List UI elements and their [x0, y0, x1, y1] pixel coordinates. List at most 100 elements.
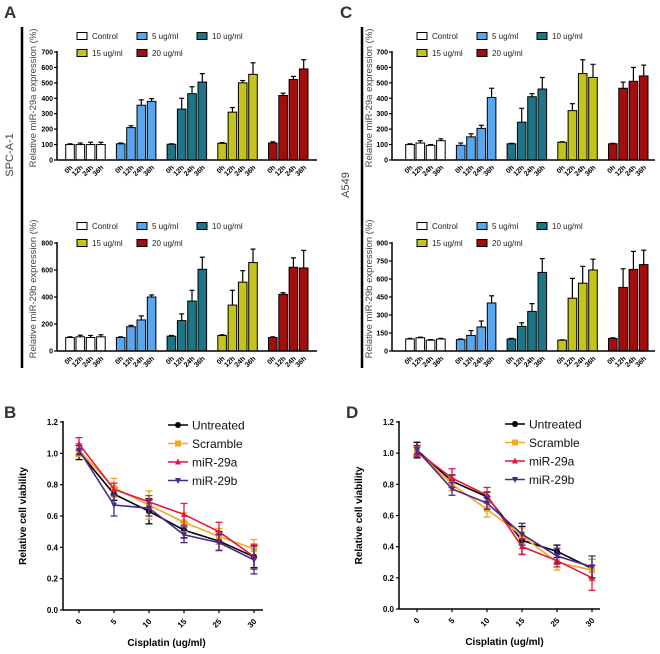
x-tick-label: 36h	[432, 355, 445, 368]
point-mir-29b-10	[146, 505, 152, 512]
x-tick-label: 0h	[216, 355, 227, 366]
x-tick-label: 0h	[114, 355, 125, 366]
bar-5-ug-ml-0h	[455, 339, 466, 352]
bar-20-ug-ml-36h	[638, 264, 649, 352]
bar-20-ug-ml-36h	[638, 75, 649, 161]
x-tick-label: 0h	[556, 355, 567, 366]
legend-label: 5 ug/ml	[152, 222, 178, 231]
panel-letter-c: C	[340, 3, 352, 22]
series-line-mir-29a	[78, 443, 255, 558]
bar-control-12h	[75, 144, 86, 161]
chart-panel-b-4: Relative cell viability Cisplatin (ug/ml)…	[18, 418, 263, 649]
bar-15-ug-ml-24h	[577, 73, 588, 161]
bar-10-ug-ml-36h	[537, 271, 548, 352]
x-tick-label: 0h	[606, 164, 617, 175]
cell-line-label-spc-a-1: SPC-A-1	[4, 133, 16, 176]
x-tick-label: 36h	[483, 355, 496, 368]
bar-5-ug-ml-12h	[126, 326, 136, 352]
legend-label: 5 ug/ml	[492, 32, 518, 41]
bar-10-ug-ml-12h	[176, 320, 187, 352]
point-mir-29b-25	[554, 553, 560, 560]
x-tick-label: 0h	[216, 164, 227, 175]
bar-10-ug-ml-24h	[527, 310, 537, 352]
bar-10-ug-ml-0h	[506, 143, 517, 161]
y-tick-label: 600	[376, 277, 388, 284]
legend-marker-untreated	[512, 421, 518, 427]
bar-control-12h	[415, 142, 426, 161]
legend-swatch	[476, 32, 488, 40]
y-tick-label: 700	[376, 50, 388, 57]
legend-label: miR-29a	[192, 456, 238, 470]
legend-swatch	[416, 32, 428, 40]
bar-15-ug-ml-0h	[217, 142, 227, 161]
y-tick-label: 0.6	[47, 512, 59, 521]
bar-5-ug-ml-36h	[146, 100, 157, 161]
point-mir-29b-5	[449, 486, 455, 493]
x-tick-label: 36h	[244, 355, 257, 368]
y-tick-label: 300	[376, 313, 388, 320]
x-tick-label: 15	[176, 617, 189, 630]
bar-10-ug-ml-24h	[187, 300, 197, 352]
legend-label: 20 ug/ml	[492, 49, 523, 58]
point-mir-29b-10	[484, 500, 490, 507]
x-tick-label: 36h	[244, 164, 257, 177]
y-axis-label: Relative miR-29a expression (%)	[364, 29, 375, 168]
x-tick-label: 36h	[533, 355, 546, 368]
cell-line-label-a549: A549	[340, 172, 352, 198]
y-tick-label: 400	[376, 96, 388, 103]
bar-control-36h	[96, 144, 106, 161]
point-mir-29b-0	[414, 447, 420, 454]
legend-swatch	[196, 32, 208, 40]
bar-5-ug-ml-24h	[136, 319, 147, 352]
bar-10-ug-ml-0h	[166, 143, 177, 161]
y-tick-label: 200	[41, 322, 53, 329]
bar-control-24h	[425, 144, 436, 161]
y-tick-label: 700	[41, 50, 53, 57]
legend-label: 5 ug/ml	[492, 222, 518, 231]
bar-20-ug-ml-24h	[628, 80, 639, 161]
bar-15-ug-ml-24h	[237, 281, 248, 352]
x-axis-label: Cisplatin (ug/ml)	[465, 637, 543, 648]
legend-label: 15 ug/ml	[432, 49, 463, 58]
series-line-scramble	[416, 451, 593, 571]
point-mir-29a-5	[449, 474, 455, 481]
point-mir-29a-5	[111, 485, 117, 492]
x-tick-label: 36h	[143, 164, 156, 177]
x-tick-label: 36h	[483, 164, 496, 177]
y-tick-label: 200	[41, 127, 53, 134]
y-tick-label: 1.0	[383, 449, 395, 458]
x-tick-label: 5	[447, 616, 457, 626]
bar-20-ug-ml-0h	[608, 337, 618, 352]
bar-15-ug-ml-0h	[557, 339, 567, 352]
bar-20-ug-ml-0h	[608, 143, 618, 161]
bar-15-ug-ml-12h	[567, 110, 578, 161]
point-mir-29b-25	[216, 540, 222, 547]
bar-15-ug-ml-36h	[588, 76, 598, 161]
x-tick-label: 36h	[533, 164, 546, 177]
point-mir-29a-15	[519, 543, 525, 550]
x-tick-label: 36h	[92, 164, 105, 177]
bar-5-ug-ml-12h	[126, 127, 136, 161]
x-tick-label: 36h	[92, 355, 105, 368]
bar-20-ug-ml-36h	[298, 68, 309, 161]
legend-swatch	[536, 32, 548, 40]
legend-label: Control	[92, 32, 118, 41]
bar-10-ug-ml-12h	[176, 108, 187, 161]
y-tick-label: 0	[49, 158, 53, 165]
x-tick-label: 0h	[64, 164, 75, 175]
legend-label: 20 ug/ml	[152, 49, 183, 58]
y-tick-label: 0.8	[47, 481, 59, 490]
x-tick-label: 36h	[295, 164, 308, 177]
x-tick-label: 0h	[505, 164, 516, 175]
y-tick-label: 100	[376, 142, 388, 149]
y-tick-label: 0	[384, 158, 388, 165]
x-tick-label: 36h	[584, 164, 597, 177]
chart-panel-d-5: Relative cell viability Cisplatin (ug/ml)…	[354, 418, 600, 648]
x-tick-label: 25	[211, 617, 224, 630]
legend-swatch	[76, 32, 88, 40]
legend-swatch	[76, 49, 88, 57]
bar-15-ug-ml-12h	[227, 304, 238, 352]
legend-swatch	[476, 222, 488, 230]
y-tick-label: 1.2	[383, 418, 395, 427]
